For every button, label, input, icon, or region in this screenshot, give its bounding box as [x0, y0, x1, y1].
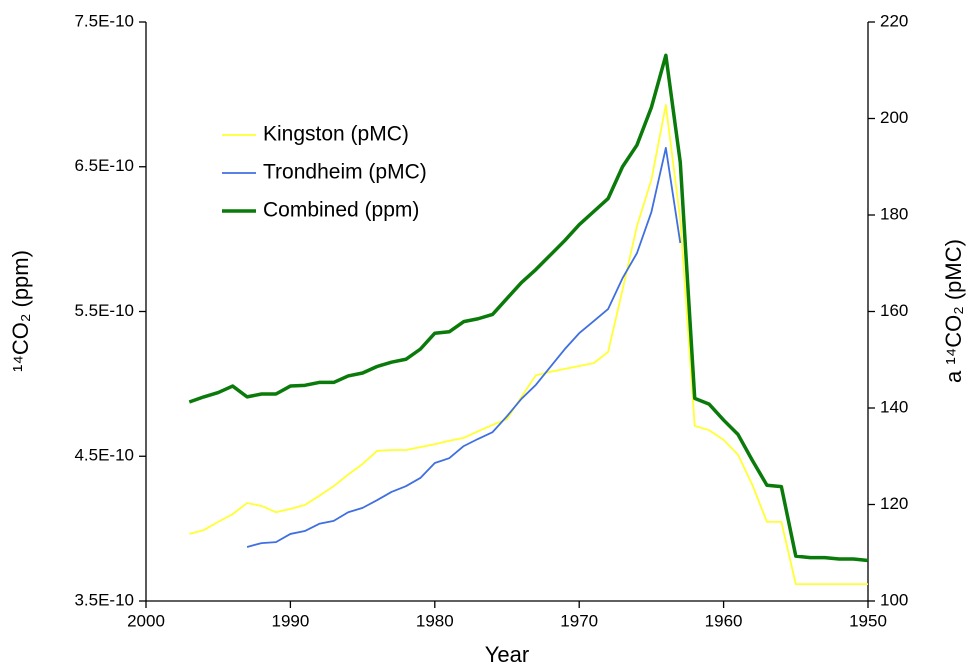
x-axis-label: Year — [485, 642, 529, 667]
series-line — [188, 53, 869, 563]
y2-tick-label: 160 — [880, 301, 908, 320]
x-tick-label: 1950 — [849, 611, 887, 630]
y-tick-label: 7.5E-10 — [74, 11, 134, 30]
x-tick-label: 1980 — [416, 611, 454, 630]
y2-tick-label: 120 — [880, 494, 908, 513]
y2-axis-label: a ¹⁴CO₂ (pMC) — [941, 239, 966, 383]
y-tick-label: 6.5E-10 — [74, 156, 134, 175]
y-tick-label: 4.5E-10 — [74, 446, 134, 465]
legend-label: Combined (ppm) — [263, 199, 419, 222]
series-line — [189, 104, 868, 586]
y2-tick-label: 140 — [880, 397, 908, 416]
legend-label: Kingston (pMC) — [263, 123, 409, 146]
x-tick-label: 1970 — [560, 611, 598, 630]
series-line — [246, 147, 682, 548]
x-tick-label: 1960 — [705, 611, 743, 630]
legend-label: Trondheim (pMC) — [263, 161, 427, 184]
y2-tick-label: 220 — [880, 11, 908, 30]
y-axis-label: ¹⁴CO₂ (ppm) — [8, 250, 33, 372]
x-tick-label: 2000 — [127, 611, 165, 630]
x-tick-label: 1990 — [271, 611, 309, 630]
y2-tick-label: 180 — [880, 204, 908, 223]
y2-tick-label: 200 — [880, 108, 908, 127]
y2-tick-label: 100 — [880, 590, 908, 609]
y-tick-label: 3.5E-10 — [74, 590, 134, 609]
y-tick-label: 5.5E-10 — [74, 301, 134, 320]
